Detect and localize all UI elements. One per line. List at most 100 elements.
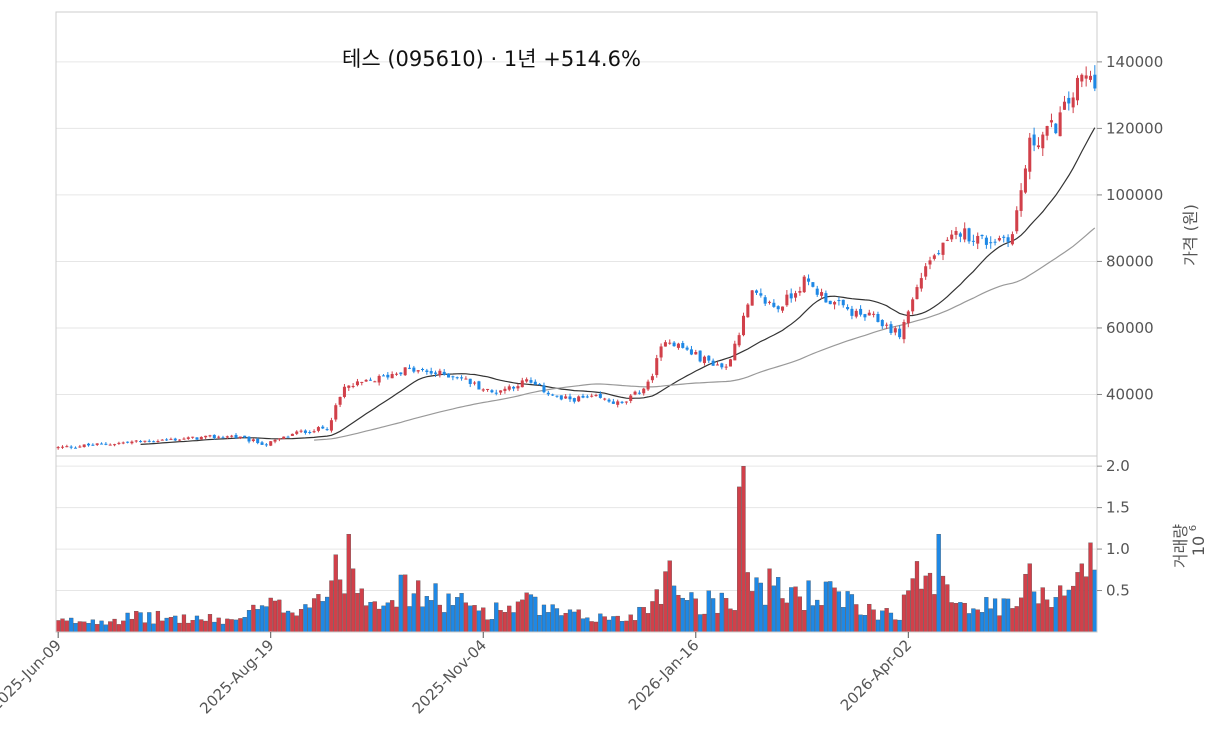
candle bbox=[963, 222, 967, 243]
candle bbox=[82, 444, 86, 448]
volume-bar bbox=[95, 624, 100, 633]
candle-body bbox=[260, 442, 264, 445]
volume-bar bbox=[121, 620, 126, 633]
volume-bar bbox=[515, 601, 521, 633]
candle bbox=[460, 375, 464, 381]
volume-bar bbox=[862, 615, 868, 633]
candle-body bbox=[616, 401, 620, 405]
volume-bar bbox=[537, 614, 542, 633]
candle bbox=[199, 436, 203, 440]
volume-bar bbox=[359, 588, 364, 633]
candle-body bbox=[698, 350, 702, 362]
candle bbox=[711, 358, 715, 366]
candle-body bbox=[1054, 123, 1058, 134]
candle-body bbox=[104, 443, 108, 445]
volume-tick-label: 1.0 bbox=[1106, 540, 1130, 558]
volume-bar bbox=[576, 609, 581, 633]
candle bbox=[741, 312, 746, 337]
candle bbox=[971, 234, 975, 246]
volume-bar bbox=[554, 608, 560, 633]
moving-average-layer bbox=[140, 127, 1096, 445]
candle-body bbox=[551, 394, 555, 396]
candle bbox=[364, 379, 368, 382]
candle bbox=[130, 440, 134, 445]
candle-body bbox=[199, 436, 203, 440]
volume-bar bbox=[385, 602, 390, 633]
candle bbox=[520, 377, 524, 388]
volume-bar bbox=[689, 592, 694, 633]
volume-bar bbox=[650, 601, 655, 633]
volume-bar bbox=[316, 594, 321, 633]
volume-bar bbox=[715, 612, 720, 633]
volume-bar bbox=[776, 577, 781, 633]
volume-bar bbox=[923, 575, 928, 633]
candle bbox=[590, 393, 594, 398]
volume-bar bbox=[489, 619, 495, 633]
candle-body bbox=[429, 371, 433, 374]
candle-body bbox=[967, 228, 971, 242]
candle-body bbox=[394, 373, 399, 375]
volume-bar bbox=[303, 604, 308, 633]
candle bbox=[429, 367, 433, 376]
candle-body bbox=[906, 311, 910, 324]
volume-bar bbox=[194, 615, 200, 633]
candle-body bbox=[225, 436, 229, 438]
candle bbox=[351, 383, 355, 389]
volume-bar bbox=[706, 590, 711, 633]
candle-body bbox=[620, 401, 624, 403]
candle-body bbox=[538, 383, 542, 385]
candle-body bbox=[585, 396, 589, 398]
candle bbox=[872, 311, 876, 318]
candle-body bbox=[316, 427, 320, 431]
candle-body bbox=[460, 377, 464, 379]
volume-bar bbox=[390, 600, 395, 633]
candle bbox=[165, 438, 169, 441]
volume-bar bbox=[771, 585, 776, 633]
volume-bar bbox=[1071, 585, 1076, 633]
volume-bar bbox=[1053, 597, 1058, 633]
candle bbox=[976, 232, 980, 250]
candle-body bbox=[377, 375, 381, 383]
volume-bar bbox=[806, 580, 811, 633]
volume-bar bbox=[914, 561, 920, 633]
volume-bar bbox=[789, 587, 794, 633]
candle-body bbox=[512, 386, 516, 389]
candle bbox=[273, 439, 277, 444]
volume-bar bbox=[64, 620, 69, 633]
volume-bar bbox=[528, 594, 534, 633]
candle-body bbox=[911, 299, 915, 312]
volume-bar bbox=[602, 616, 607, 633]
candle bbox=[689, 345, 693, 356]
candle-body bbox=[386, 374, 390, 378]
volume-bar bbox=[268, 597, 273, 633]
candle-body bbox=[186, 437, 190, 439]
candle bbox=[824, 290, 828, 303]
volume-bar bbox=[589, 621, 594, 633]
candle bbox=[950, 230, 954, 242]
candle-body bbox=[91, 444, 95, 446]
candle bbox=[260, 440, 264, 445]
candle bbox=[108, 443, 112, 446]
candle bbox=[668, 339, 672, 345]
volume-bar bbox=[893, 619, 898, 633]
candle-body bbox=[251, 439, 255, 442]
candle-body bbox=[1067, 97, 1071, 104]
candle bbox=[169, 437, 173, 440]
volume-bar bbox=[802, 610, 807, 633]
candle-body bbox=[1006, 237, 1010, 242]
candle bbox=[1071, 92, 1075, 114]
volume-bar bbox=[541, 604, 547, 633]
candle bbox=[512, 385, 516, 392]
candle-body bbox=[529, 380, 533, 383]
candle bbox=[416, 370, 420, 374]
candle bbox=[1015, 206, 1019, 234]
candle bbox=[490, 389, 494, 394]
volume-bar bbox=[940, 575, 946, 633]
candle-body bbox=[368, 379, 372, 381]
candle bbox=[663, 340, 667, 347]
candle bbox=[919, 272, 923, 292]
candle bbox=[754, 289, 759, 295]
candle-body bbox=[1015, 210, 1019, 232]
candle-body bbox=[364, 379, 368, 382]
candle-body bbox=[373, 381, 377, 383]
